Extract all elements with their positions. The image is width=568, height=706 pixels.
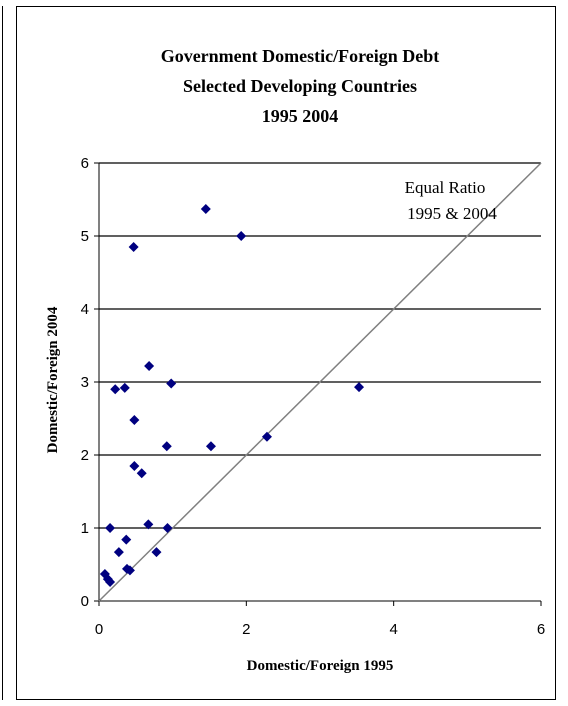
data-point-5 — [114, 547, 124, 557]
annotation-line-1: Equal Ratio — [405, 178, 486, 197]
x-tick-labels: 0 2 4 6 — [95, 621, 545, 638]
data-point-17 — [162, 441, 172, 451]
annotation-line-2: 1995 & 2004 — [407, 204, 497, 223]
data-point-18 — [163, 523, 173, 533]
chart-title-line-3: 1995 2004 — [262, 106, 339, 126]
data-point-22 — [236, 231, 246, 241]
y-tick-label-4: 4 — [81, 301, 89, 318]
y-tick-label-5: 5 — [81, 228, 89, 245]
data-point-16 — [151, 547, 161, 557]
x-tick-label-6: 6 — [537, 621, 545, 638]
data-point-24 — [354, 382, 364, 392]
y-tick-label-3: 3 — [81, 374, 89, 391]
x-tick-label-4: 4 — [389, 621, 397, 638]
data-point-12 — [129, 461, 139, 471]
y-tick-labels: 0 1 2 3 4 5 6 — [81, 155, 89, 610]
data-point-15 — [144, 361, 154, 371]
data-point-20 — [201, 204, 211, 214]
y-axis-title: Domestic/Foreign 2004 — [45, 306, 61, 453]
data-point-11 — [129, 415, 139, 425]
y-tick-label-6: 6 — [81, 155, 89, 172]
data-point-10 — [129, 242, 139, 252]
data-points — [100, 204, 364, 587]
data-point-6 — [120, 383, 130, 393]
data-point-13 — [137, 468, 147, 478]
data-point-7 — [121, 535, 131, 545]
y-tick-label-2: 2 — [81, 447, 89, 464]
x-tick-label-2: 2 — [242, 621, 250, 638]
data-point-3 — [105, 523, 115, 533]
y-tick-label-1: 1 — [81, 520, 89, 537]
y-tick-label-0: 0 — [81, 593, 89, 610]
data-point-4 — [110, 384, 120, 394]
x-tick-label-0: 0 — [95, 621, 103, 638]
data-point-23 — [262, 432, 272, 442]
data-point-19 — [166, 378, 176, 388]
chart-title-line-1: Government Domestic/Foreign Debt — [161, 46, 440, 66]
x-axis-title: Domestic/Foreign 1995 — [247, 658, 394, 674]
data-point-21 — [206, 441, 216, 451]
chart-title-line-2: Selected Developing Countries — [183, 76, 417, 96]
